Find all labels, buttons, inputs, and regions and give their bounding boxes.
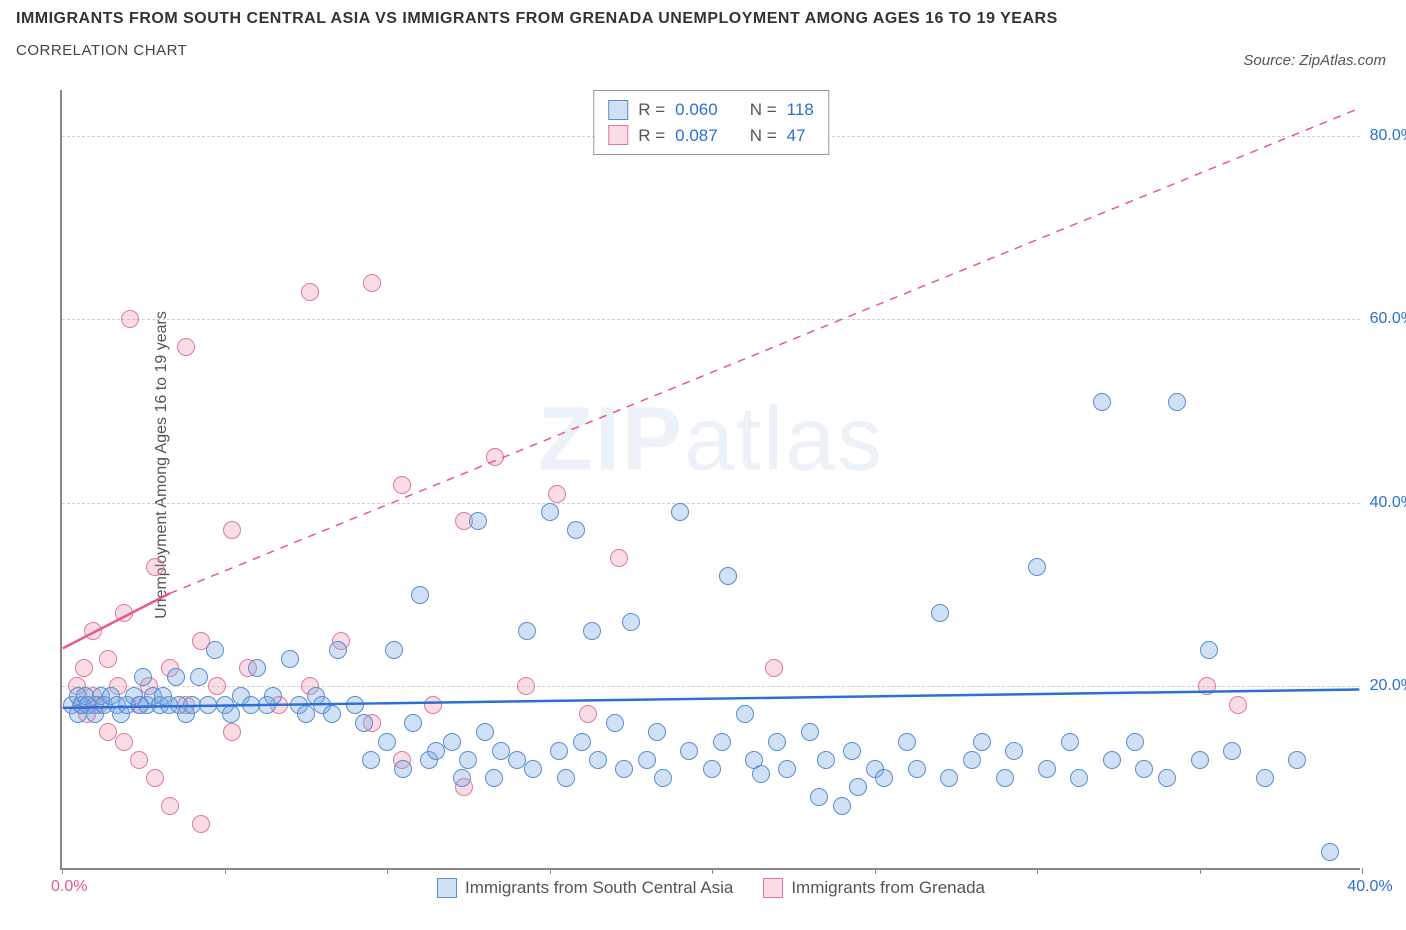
legend-r-value-blue: 0.060 bbox=[675, 97, 718, 123]
legend-r-label-blue: R = bbox=[638, 97, 665, 123]
x-axis-tick-40: 40.0% bbox=[1347, 878, 1392, 896]
x-axis-tick-mark bbox=[1362, 868, 1363, 874]
legend-r-label-pink: R = bbox=[638, 123, 665, 149]
legend-swatch-blue-bottom bbox=[437, 878, 457, 898]
trend-lines bbox=[62, 90, 1360, 868]
source-attribution: Source: ZipAtlas.com bbox=[1243, 52, 1386, 69]
x-axis-tick-mark bbox=[225, 868, 226, 874]
x-axis-tick-mark bbox=[387, 868, 388, 874]
legend-n-label-blue: N = bbox=[750, 97, 777, 123]
legend-swatch-pink-bottom bbox=[763, 878, 783, 898]
x-axis-tick-mark bbox=[875, 868, 876, 874]
y-axis-tick-label: 80.0% bbox=[1370, 127, 1406, 145]
x-axis-tick-mark bbox=[550, 868, 551, 874]
y-axis-tick-label: 20.0% bbox=[1370, 677, 1406, 695]
x-axis-tick-mark bbox=[1200, 868, 1201, 874]
trend-line bbox=[63, 593, 170, 648]
legend-row-blue: R = 0.060 N = 118 bbox=[608, 97, 814, 123]
series-legend: Immigrants from South Central Asia Immig… bbox=[437, 878, 985, 898]
x-axis-tick-mark bbox=[712, 868, 713, 874]
legend-r-value-pink: 0.087 bbox=[675, 123, 718, 149]
x-axis-tick-mark bbox=[62, 868, 63, 874]
trend-line bbox=[63, 690, 1360, 708]
source-name: ZipAtlas.com bbox=[1299, 52, 1386, 69]
legend-n-value-blue: 118 bbox=[787, 97, 814, 123]
trend-line bbox=[170, 108, 1360, 593]
x-axis-tick-mark bbox=[1037, 868, 1038, 874]
legend-row-pink: R = 0.087 N = 47 bbox=[608, 123, 814, 149]
y-axis-tick-label: 60.0% bbox=[1370, 310, 1406, 328]
correlation-legend: R = 0.060 N = 118 R = 0.087 N = 47 bbox=[593, 90, 829, 155]
chart-title-line1: IMMIGRANTS FROM SOUTH CENTRAL ASIA VS IM… bbox=[16, 10, 1390, 28]
y-axis-tick-label: 40.0% bbox=[1370, 494, 1406, 512]
x-axis-tick-0: 0.0% bbox=[51, 878, 87, 896]
legend-n-label-pink: N = bbox=[750, 123, 777, 149]
legend-swatch-blue bbox=[608, 100, 628, 120]
legend-label-blue: Immigrants from South Central Asia bbox=[465, 878, 733, 898]
source-prefix: Source: bbox=[1243, 52, 1299, 69]
legend-n-value-pink: 47 bbox=[787, 123, 806, 149]
legend-swatch-pink bbox=[608, 125, 628, 145]
plot-area: ZIPatlas 20.0%40.0%60.0%80.0% R = 0.060 … bbox=[60, 90, 1360, 870]
chart-title-line2: CORRELATION CHART bbox=[16, 42, 1390, 59]
legend-label-pink: Immigrants from Grenada bbox=[791, 878, 985, 898]
